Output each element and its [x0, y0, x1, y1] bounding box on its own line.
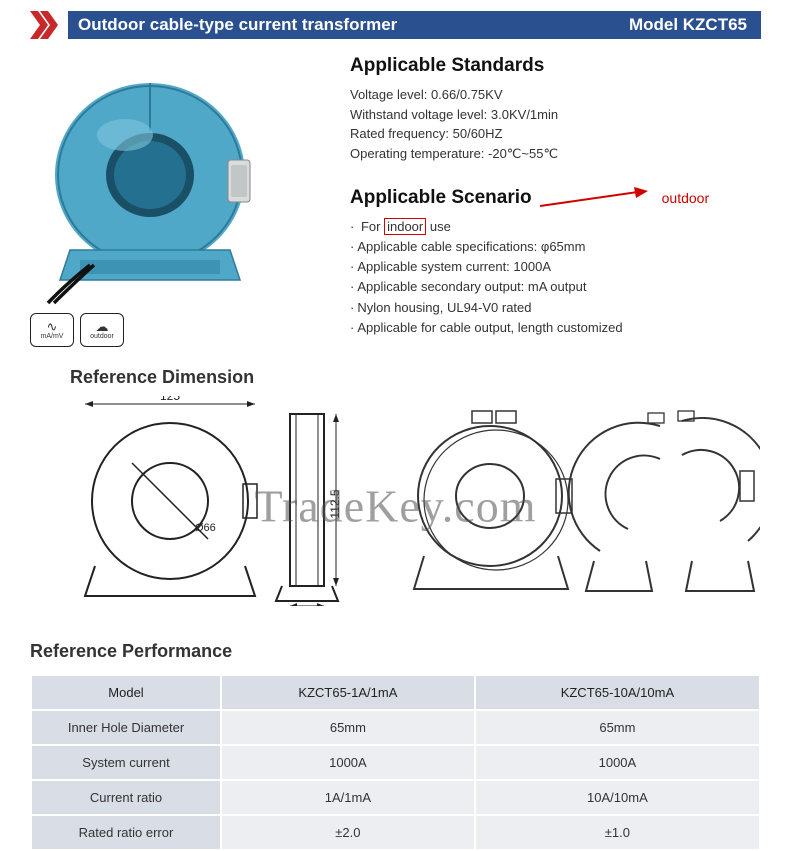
table-cell: Inner Hole Diameter — [31, 710, 221, 745]
table-cell: 1000A — [475, 745, 760, 780]
table-cell: Rated ratio error — [31, 815, 221, 850]
standards-item: Operating temperature: -20℃~55℃ — [350, 144, 761, 164]
table-row: Current ratio 1A/1mA 10A/10mA — [31, 780, 760, 815]
scenario-heading-row: Applicable Scenario outdoor — [350, 187, 761, 209]
product-title: Outdoor cable-type current transformer — [78, 15, 397, 35]
scenario-item: Applicable cable specifications: φ65mm — [350, 237, 761, 257]
table-header-cell: KZCT65-1A/1mA — [221, 675, 475, 710]
table-cell: 1000A — [221, 745, 475, 780]
badge-label: outdoor — [90, 333, 114, 340]
table-row: System current 1000A 1000A — [31, 745, 760, 780]
header-banner: Outdoor cable-type current transformer M… — [30, 10, 761, 40]
info-column: Applicable Standards Voltage level: 0.66… — [350, 55, 761, 347]
table-header-row: Model KZCT65-1A/1mA KZCT65-10A/10mA — [31, 675, 760, 710]
scenario-item: Applicable for cable output, length cust… — [350, 318, 761, 338]
table-cell: 10A/10mA — [475, 780, 760, 815]
product-image-column: ∿ mA/mV ☁ outdoor — [30, 55, 320, 347]
badge-ma-mv: ∿ mA/mV — [30, 313, 74, 347]
scenario-list: For indoor use Applicable cable specific… — [350, 217, 761, 338]
table-cell: 65mm — [221, 710, 475, 745]
table-cell: System current — [31, 745, 221, 780]
table-row: Rated ratio error ±2.0 ±1.0 — [31, 815, 760, 850]
scenario-text-pre: For — [361, 219, 384, 234]
table-cell: ±2.0 — [221, 815, 475, 850]
reference-performance-heading: Reference Performance — [30, 641, 761, 662]
dim-height-label: 112.5 — [328, 489, 342, 518]
standards-list: Voltage level: 0.66/0.75KV Withstand vol… — [350, 85, 761, 163]
dim-width-label: 125 — [160, 396, 180, 403]
product-image — [30, 65, 290, 305]
scenario-text-post: use — [426, 219, 451, 234]
header-title-bar: Outdoor cable-type current transformer M… — [68, 11, 761, 39]
standards-item: Withstand voltage level: 3.0KV/1min — [350, 105, 761, 125]
scenario-item: Nylon housing, UL94-V0 rated — [350, 298, 761, 318]
standards-item: Voltage level: 0.66/0.75KV — [350, 85, 761, 105]
table-cell: 1A/1mA — [221, 780, 475, 815]
standards-item: Rated frequency: 50/60HZ — [350, 124, 761, 144]
dim-diameter-label: Ø66 — [195, 522, 216, 534]
indoor-highlight: indoor — [384, 218, 426, 235]
scenario-item: Applicable secondary output: mA output — [350, 277, 761, 297]
reference-performance-section: Reference Performance Model KZCT65-1A/1m… — [30, 641, 761, 851]
badge-label: mA/mV — [41, 333, 64, 340]
chevron-icons — [30, 11, 60, 39]
scenario-item: Applicable system current: 1000A — [350, 257, 761, 277]
scenario-item: For indoor use — [350, 217, 761, 237]
reference-dimension-section: Reference Dimension 125 Ø66 — [30, 367, 761, 616]
annotation-text: outdoor — [662, 190, 709, 206]
performance-table: Model KZCT65-1A/1mA KZCT65-10A/10mA Inne… — [30, 674, 761, 851]
table-cell: ±1.0 — [475, 815, 760, 850]
annotation-arrow-icon — [540, 187, 650, 209]
reference-dimension-heading: Reference Dimension — [70, 367, 761, 388]
dimension-drawings: 125 Ø66 112.5 X — [30, 396, 761, 616]
top-section: ∿ mA/mV ☁ outdoor Applicable Standards V… — [30, 55, 761, 347]
sine-icon: ∿ — [47, 320, 58, 333]
icon-badges: ∿ mA/mV ☁ outdoor — [30, 313, 320, 347]
cloud-rain-icon: ☁ — [96, 320, 109, 333]
table-header-cell: KZCT65-10A/10mA — [475, 675, 760, 710]
scenario-heading: Applicable Scenario — [350, 187, 532, 209]
table-row: Inner Hole Diameter 65mm 65mm — [31, 710, 760, 745]
model-label: Model KZCT65 — [629, 15, 747, 35]
table-cell: Current ratio — [31, 780, 221, 815]
standards-heading: Applicable Standards — [350, 55, 761, 77]
badge-outdoor: ☁ outdoor — [80, 313, 124, 347]
table-header-cell: Model — [31, 675, 221, 710]
table-cell: 65mm — [475, 710, 760, 745]
